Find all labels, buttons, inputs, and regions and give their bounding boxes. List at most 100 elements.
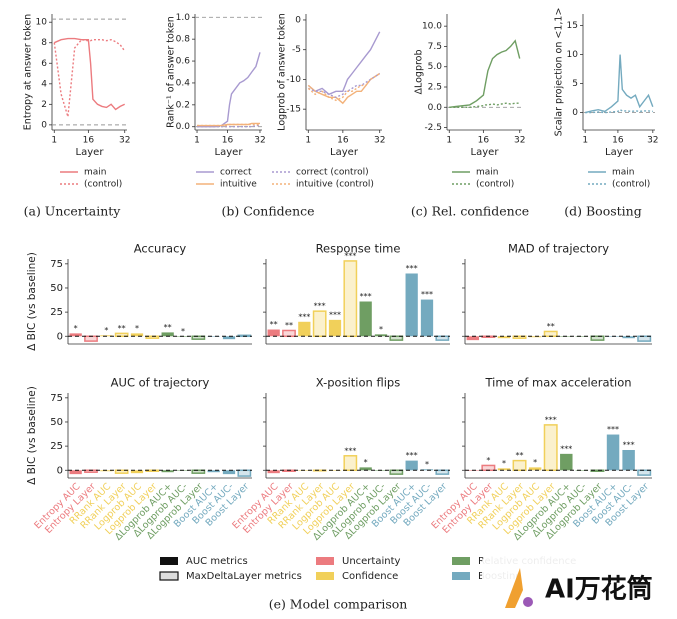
y-tick-label: 25 xyxy=(50,441,63,452)
chart-title: Time of max acceleration xyxy=(484,376,631,390)
bar xyxy=(637,469,652,476)
y-tick-label: 4 xyxy=(41,79,47,89)
watermark: AI万花筒 xyxy=(545,574,653,605)
y-tick-label: 10.0 xyxy=(422,22,442,32)
significance-label: * xyxy=(135,324,139,333)
bar xyxy=(389,335,404,341)
legend-label: intuitive (control) xyxy=(296,180,374,190)
y-tick-label: 7.5 xyxy=(428,42,442,52)
bar xyxy=(312,310,327,338)
y-tick-label: -5 xyxy=(292,45,301,55)
significance-label: * xyxy=(181,327,185,336)
significance-label: * xyxy=(425,460,429,469)
significance-label: *** xyxy=(329,310,341,319)
y-tick-label: 0 xyxy=(57,331,63,342)
bar xyxy=(343,455,358,472)
significance-label: *** xyxy=(623,440,635,449)
significance-label: *** xyxy=(298,312,310,321)
caption: (a) Uncertainty xyxy=(24,204,122,219)
x-tick-label: 32 xyxy=(514,136,525,146)
bar xyxy=(622,336,635,339)
y-axis-label: Entropy at answer token xyxy=(23,14,34,130)
x-tick-label: 32 xyxy=(374,136,385,146)
y-tick-label: 0.6 xyxy=(176,57,191,67)
significance-label: * xyxy=(502,459,506,468)
bar xyxy=(543,424,558,472)
line-series xyxy=(197,52,261,128)
bar xyxy=(161,332,174,337)
y-tick-label: 10 xyxy=(36,18,48,28)
bar xyxy=(374,334,388,337)
y-tick-label: 25 xyxy=(50,307,63,318)
y-tick-label: 0.0 xyxy=(176,122,191,132)
bar xyxy=(512,459,527,472)
x-axis-label: Layer xyxy=(471,147,500,158)
x-tick-label: 16 xyxy=(83,136,95,146)
bar xyxy=(222,470,236,475)
bar xyxy=(481,464,496,472)
legend-swatch xyxy=(160,557,178,565)
x-tick-label: 1 xyxy=(305,136,311,146)
bar xyxy=(560,453,573,471)
bar xyxy=(512,335,527,339)
bar xyxy=(207,470,220,473)
bar xyxy=(405,460,418,471)
caption: (c) Rel. confidence xyxy=(411,204,529,219)
y-axis-label: Scalar projection on <1,1> xyxy=(554,8,565,137)
bar xyxy=(161,470,174,473)
caption: (b) Confidence xyxy=(221,204,314,219)
bar xyxy=(575,470,589,471)
y-axis-label: Rank⁻¹ of answer token xyxy=(166,16,177,128)
significance-label: ** xyxy=(270,320,278,329)
bar xyxy=(497,468,511,471)
x-tick-label: 32 xyxy=(254,136,265,146)
line-series xyxy=(307,72,381,102)
y-tick-label: 0 xyxy=(572,108,578,118)
x-tick-label: 1 xyxy=(582,136,588,146)
legend-label: Uncertainty xyxy=(342,556,401,567)
significance-label: *** xyxy=(560,444,572,453)
line-series xyxy=(53,38,126,117)
caption: (e) Model comparison xyxy=(269,597,408,612)
x-tick-label: 16 xyxy=(478,136,490,146)
significance-label: * xyxy=(533,458,537,467)
bar xyxy=(343,260,358,338)
bar xyxy=(420,299,434,337)
legend-label: Confidence xyxy=(342,571,398,582)
y-tick-label: 10 xyxy=(567,50,579,60)
bar xyxy=(328,470,342,471)
bar xyxy=(466,336,480,341)
bar xyxy=(389,469,404,475)
x-tick-label: 32 xyxy=(647,136,658,146)
bar xyxy=(69,333,82,337)
legend-swatch xyxy=(452,572,470,580)
x-tick-label: 16 xyxy=(222,136,234,146)
bar xyxy=(130,333,144,337)
bar xyxy=(84,335,98,342)
chart-title: Response time xyxy=(316,242,401,256)
line-series xyxy=(197,122,260,127)
significance-label: * xyxy=(104,326,108,335)
legend-swatch xyxy=(316,557,334,565)
bar xyxy=(267,329,280,337)
x-tick-label: 16 xyxy=(612,136,624,146)
line-series xyxy=(197,123,260,127)
y-tick-label: 0 xyxy=(57,465,63,476)
legend-label: main xyxy=(84,168,107,178)
bar xyxy=(282,329,296,338)
legend-swatch xyxy=(159,571,179,581)
significance-label: ** xyxy=(164,323,172,332)
legend-label: MaxDeltaLayer metrics xyxy=(186,571,302,582)
y-tick-label: 2.5 xyxy=(428,83,442,93)
y-axis-label: ΔLogprob xyxy=(414,49,425,94)
x-axis-label: Layer xyxy=(605,147,634,158)
legend-label: (control) xyxy=(84,180,122,190)
y-tick-label: 5.0 xyxy=(428,62,443,72)
y-tick-label: 15 xyxy=(567,21,578,31)
significance-label: *** xyxy=(360,292,372,301)
y-tick-label: 50 xyxy=(50,283,63,294)
y-tick-label: 50 xyxy=(50,417,63,428)
y-tick-label: 75 xyxy=(50,393,63,404)
watermark-logo xyxy=(505,568,523,608)
